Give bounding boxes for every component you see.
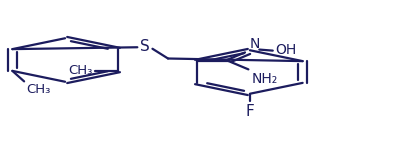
Text: CH₃: CH₃ (26, 83, 50, 96)
Text: F: F (246, 104, 254, 119)
Text: CH₃: CH₃ (68, 64, 93, 77)
Text: S: S (140, 39, 150, 54)
Text: N: N (249, 37, 260, 51)
Text: NH₂: NH₂ (252, 72, 278, 86)
Text: OH: OH (275, 43, 296, 57)
